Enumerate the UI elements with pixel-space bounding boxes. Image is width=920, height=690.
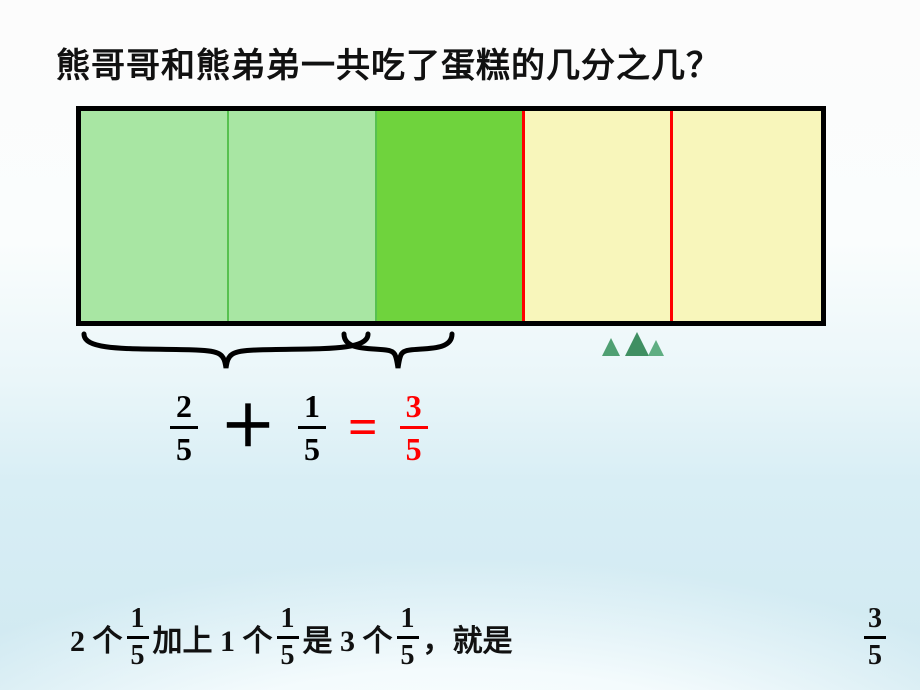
- bar-segment-4: [525, 111, 673, 321]
- bar-segment-5: [673, 111, 821, 321]
- explain-text: ，就是: [423, 616, 513, 660]
- equals-operator: =: [348, 402, 378, 454]
- fraction-denominator: 5: [400, 426, 428, 465]
- explain-text: 2 个: [70, 616, 123, 660]
- fraction-two-fifths: 2 5: [170, 390, 198, 465]
- small-fraction-result: 3 5: [864, 605, 886, 670]
- bar-segment-1: [81, 111, 229, 321]
- explain-text: 是 3 个: [303, 616, 393, 660]
- slide-content: 熊哥哥和熊弟弟一共吃了蛋糕的几分之几？ 2 5 ＋ 1 5 = 3 5 2 个: [0, 0, 920, 690]
- fraction-denominator: 5: [397, 636, 419, 670]
- equation-row: 2 5 ＋ 1 5 = 3 5: [170, 390, 428, 465]
- fraction-denominator: 5: [864, 636, 886, 670]
- fraction-numerator: 1: [277, 605, 299, 636]
- fraction-result: 3 5: [400, 390, 428, 465]
- fraction-numerator: 1: [397, 605, 419, 636]
- fraction-denominator: 5: [277, 636, 299, 670]
- fraction-one-fifth: 1 5: [298, 390, 326, 465]
- bar-segment-3: [377, 111, 525, 321]
- explanation-sentence: 2 个 1 5 加上 1 个 1 5 是 3 个 1 5 ，就是 3 5: [70, 605, 890, 670]
- fraction-bar: [76, 106, 826, 326]
- fraction-denominator: 5: [127, 636, 149, 670]
- fraction-numerator: 3: [864, 605, 886, 636]
- bar-segment-2: [229, 111, 377, 321]
- explain-text: 加上 1 个: [153, 616, 273, 660]
- fraction-numerator: 1: [127, 605, 149, 636]
- question-text: 熊哥哥和熊弟弟一共吃了蛋糕的几分之几？: [56, 38, 721, 87]
- fraction-denominator: 5: [298, 426, 326, 465]
- small-fraction: 1 5: [127, 605, 149, 670]
- fraction-numerator: 3: [400, 390, 428, 426]
- fraction-numerator: 2: [170, 390, 198, 426]
- brace-one-fifth: [338, 330, 458, 372]
- brace-two-fifths: [76, 330, 376, 372]
- fraction-denominator: 5: [170, 426, 198, 465]
- plus-operator: ＋: [220, 400, 276, 456]
- fraction-numerator: 1: [298, 390, 326, 426]
- small-fraction: 1 5: [277, 605, 299, 670]
- small-fraction: 1 5: [397, 605, 419, 670]
